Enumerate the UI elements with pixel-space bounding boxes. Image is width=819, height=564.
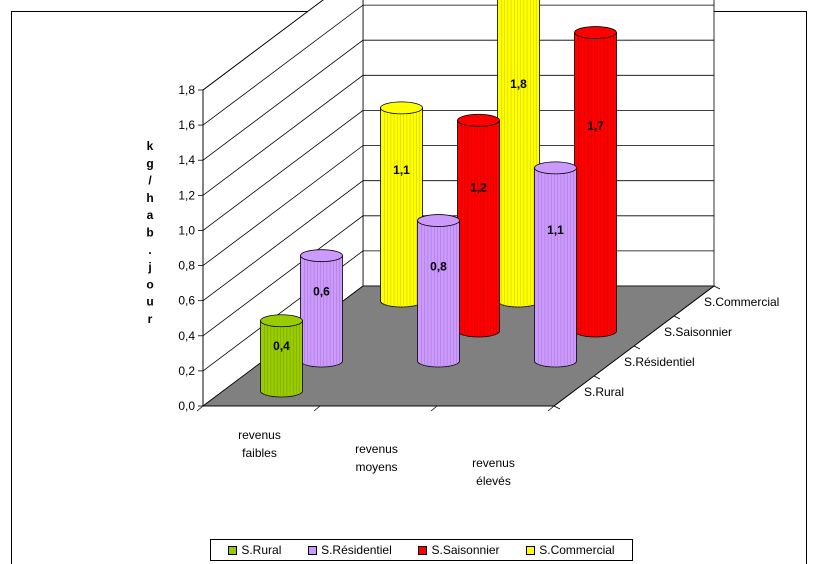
legend: S.Rural S.Résidentiel S.Saisonnier S.Com…: [210, 539, 633, 561]
x-tick-mark: [547, 405, 555, 412]
bar-srsidentiel-0: 0,6: [300, 249, 343, 368]
y-axis-title-char: j: [147, 260, 151, 274]
x-category-label: moyens: [355, 460, 397, 474]
y-tick-label: 1,2: [178, 188, 195, 202]
y-tick-label: 1,4: [178, 153, 195, 167]
bar-data-label: 1,8: [510, 77, 527, 91]
depth-tick-mark: [553, 405, 561, 410]
y-axis-title-char: o: [146, 277, 153, 291]
bar-data-label: 0,8: [430, 260, 447, 274]
legend-swatch-residentiel: [308, 545, 318, 555]
depth-series-label: S.Saisonnier: [664, 325, 732, 339]
legend-item-residentiel: S.Résidentiel: [308, 543, 392, 557]
y-axis-title-char: b: [146, 226, 153, 240]
bar-top: [457, 113, 500, 127]
legend-item-commercial: S.Commercial: [526, 543, 615, 557]
bar-top: [300, 249, 343, 263]
depth-tick-mark: [593, 375, 601, 380]
legend-label-residentiel: S.Résidentiel: [321, 543, 392, 557]
gridline: [202, 0, 324, 91]
legend-item-saisonnier: S.Saisonnier: [418, 543, 500, 557]
legend-swatch-rural: [228, 545, 238, 555]
depth-series-label: S.Résidentiel: [624, 355, 695, 369]
x-category-label: faibles: [242, 446, 277, 460]
y-tick-label: 0,0: [178, 399, 195, 413]
depth-series-label: S.Commercial: [704, 295, 779, 309]
depth-tick-mark: [713, 285, 721, 290]
legend-label-commercial: S.Commercial: [539, 543, 615, 557]
x-category-label: élevés: [476, 474, 511, 488]
bar-data-label: 0,4: [273, 339, 290, 353]
x-tick-mark: [313, 405, 321, 412]
depth-series-label: S.Rural: [584, 385, 624, 399]
x-tick-mark: [430, 405, 438, 412]
bar-data-label: 0,6: [313, 284, 330, 298]
y-axis-title-char: h: [146, 191, 153, 205]
x-tick-mark: [196, 405, 204, 412]
bar-srsidentiel-2: 1,1: [534, 161, 577, 368]
y-tick-label: 0,4: [178, 329, 195, 343]
bar-data-label: 1,2: [470, 181, 487, 195]
bar-top: [574, 26, 617, 39]
bar-scommercial-1: 1,8: [497, 0, 540, 308]
bar-data-label: 1,7: [587, 119, 604, 133]
legend-item-rural: S.Rural: [228, 543, 281, 557]
bar-ssaisonnier-2: 1,7: [574, 26, 617, 338]
bar-top: [417, 214, 460, 227]
y-axis-title-char: r: [148, 312, 153, 326]
bar-srsidentiel-1: 0,8: [417, 214, 460, 368]
bar-ssaisonnier-1: 1,2: [457, 113, 500, 338]
bar-top: [534, 161, 577, 175]
y-axis-title-char: .: [148, 243, 151, 257]
bar-data-label: 1,1: [547, 223, 564, 237]
bar-srural-0: 0,4: [260, 314, 303, 398]
legend-label-saisonnier: S.Saisonnier: [431, 543, 500, 557]
legend-label-rural: S.Rural: [241, 543, 282, 557]
y-axis-title-char: k: [147, 139, 154, 153]
y-axis-title-char: g: [146, 156, 153, 170]
y-tick-label: 0,8: [178, 259, 195, 273]
y-tick-label: 0,2: [178, 364, 195, 378]
y-axis-title-char: /: [148, 174, 152, 188]
bar-scommercial-0: 1,1: [380, 101, 423, 308]
x-category-label: revenus: [355, 442, 398, 456]
x-category-label: revenus: [238, 428, 281, 442]
y-tick-label: 1,0: [178, 223, 195, 237]
bar-top: [260, 314, 303, 328]
x-category-label: revenus: [472, 456, 515, 470]
y-axis-title-char: u: [146, 295, 153, 309]
legend-swatch-saisonnier: [418, 545, 428, 555]
bar-data-label: 1,1: [393, 163, 410, 177]
legend-swatch-commercial: [526, 545, 536, 555]
y-tick-label: 1,6: [178, 118, 195, 132]
y-tick-label: 0,6: [178, 294, 195, 308]
gridline: [202, 4, 714, 126]
depth-tick-mark: [633, 345, 641, 350]
depth-tick-mark: [673, 315, 681, 320]
y-tick-label: 1,8: [178, 83, 195, 97]
y-axis-title-char: a: [147, 208, 154, 222]
bar-top: [380, 101, 423, 115]
